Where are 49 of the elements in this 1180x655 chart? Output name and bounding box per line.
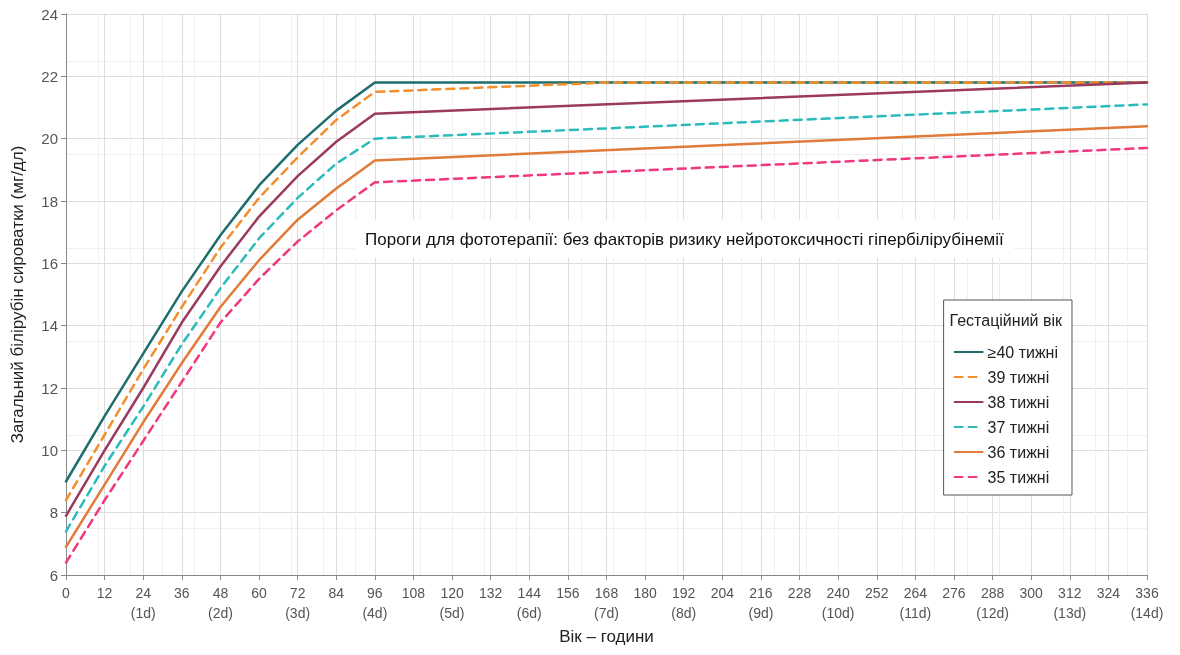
x-tick-label: 120 (5d)	[439, 585, 465, 621]
y-tick-label: 24	[41, 5, 58, 23]
legend-label: 39 тижні	[987, 368, 1050, 386]
legend-title: Гестаційний вік	[949, 311, 1063, 329]
x-tick-label: 228	[787, 585, 812, 601]
y-tick-label: 14	[41, 317, 58, 335]
x-tick-label: 240 (10d)	[821, 585, 855, 621]
x-tick-label: 60	[251, 585, 268, 601]
x-tick-label: 216 (9d)	[748, 585, 774, 621]
x-tick-label: 300	[1019, 585, 1044, 601]
annotation: Пороги для фототерапії: без факторів ризику нейротоксичності гіпербілірубінемії	[365, 229, 1005, 249]
x-tick-label: 12	[96, 585, 113, 601]
x-tick-label: 144 (6d)	[516, 585, 542, 621]
x-tick-label: 132	[479, 585, 503, 601]
x-tick-label: 324	[1096, 585, 1121, 601]
x-axis-title: Вік – години	[559, 626, 654, 646]
y-tick-label: 16	[41, 254, 58, 272]
y-tick-label: 18	[41, 192, 58, 210]
x-tick-label: 72 (3d)	[285, 585, 311, 621]
x-tick-label: 252	[865, 585, 889, 601]
x-tick-label: 24 (1d)	[130, 585, 156, 621]
legend-label: 37 тижні	[987, 418, 1050, 436]
x-tick-label: 108	[401, 585, 426, 601]
x-tick-label: 0	[62, 585, 71, 601]
x-tick-label: 264 (11d)	[899, 585, 932, 621]
x-tick-label: 276	[942, 585, 966, 601]
y-tick-label: 10	[41, 441, 58, 459]
x-tick-label: 312 (13d)	[1053, 585, 1087, 621]
legend-label: 36 тижні	[987, 443, 1050, 461]
x-tick-label: 96 (4d)	[362, 585, 388, 621]
y-axis-title: Загальний білірубін сироватки (мг/дл)	[8, 145, 27, 444]
y-tick-label: 22	[41, 67, 58, 85]
x-tick-label: 180	[633, 585, 657, 601]
x-tick-label: 84	[328, 585, 345, 601]
x-tick-label: 192 (8d)	[671, 585, 697, 621]
x-tick-label: 288 (12d)	[976, 585, 1009, 621]
x-tick-label: 48 (2d)	[207, 585, 233, 621]
y-tick-label: 8	[49, 504, 58, 522]
y-tick-label: 20	[41, 130, 58, 148]
x-tick-label: 156	[556, 585, 580, 601]
x-tick-label: 36	[174, 585, 190, 601]
legend-label: 38 тижні	[987, 393, 1050, 411]
x-tick-label: 336 (14d)	[1130, 585, 1164, 621]
x-tick-label: 168 (7d)	[594, 585, 619, 621]
legend-label: ≥40 тижні	[987, 343, 1059, 361]
x-tick-label: 204	[710, 585, 735, 601]
y-tick-label: 12	[41, 379, 58, 397]
legend-label: 35 тижні	[987, 468, 1050, 486]
y-tick-label: 6	[49, 566, 58, 584]
